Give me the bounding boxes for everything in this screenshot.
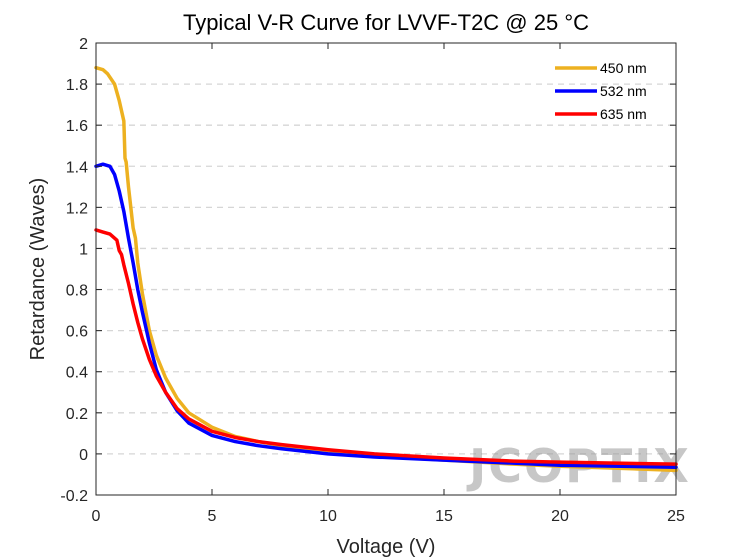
series-line-635-nm [94, 228, 678, 466]
x-tick-label-1: 5 [208, 508, 217, 525]
x-tick-label-2: 10 [319, 508, 337, 525]
y-tick-label-6: 1 [79, 241, 88, 258]
y-axis-title: Retardance (Waves) [27, 178, 49, 361]
legend-label-2: 635 nm [600, 106, 647, 122]
x-tick-label-5: 25 [667, 508, 685, 525]
y-tick-label-7: 1.2 [66, 200, 88, 217]
chart-title: Typical V-R Curve for LVVF-T2C @ 25 °C [183, 10, 589, 35]
y-tick-label-10: 1.8 [66, 77, 88, 94]
plot-area-frame [95, 42, 677, 496]
y-tick-label-11: 2 [79, 36, 88, 53]
legend-label-1: 532 nm [600, 83, 647, 99]
y-tick-label-1: 0 [79, 447, 88, 464]
y-tick-label-0: -0.2 [60, 488, 88, 505]
y-tick-label-5: 0.8 [66, 283, 88, 300]
y-tick-label-9: 1.6 [66, 118, 88, 135]
x-tick-label-4: 20 [551, 508, 569, 525]
plot-series [94, 65, 678, 473]
y-tick-label-4: 0.6 [66, 324, 88, 341]
x-tick-label-3: 15 [435, 508, 453, 525]
legend: 450 nm 532 nm 635 nm [555, 60, 647, 122]
legend-label-0: 450 nm [600, 60, 647, 76]
y-tick-label-3: 0.4 [66, 365, 88, 382]
x-axis-title: Voltage (V) [337, 536, 436, 558]
x-tick-label-0: 0 [92, 508, 101, 525]
axis-ticks: 0 5 10 15 20 25-0.200.20.40.60.811.21.41.61.8… [60, 36, 685, 525]
y-tick-label-2: 0.2 [66, 406, 88, 423]
y-tick-label-8: 1.4 [66, 159, 88, 176]
